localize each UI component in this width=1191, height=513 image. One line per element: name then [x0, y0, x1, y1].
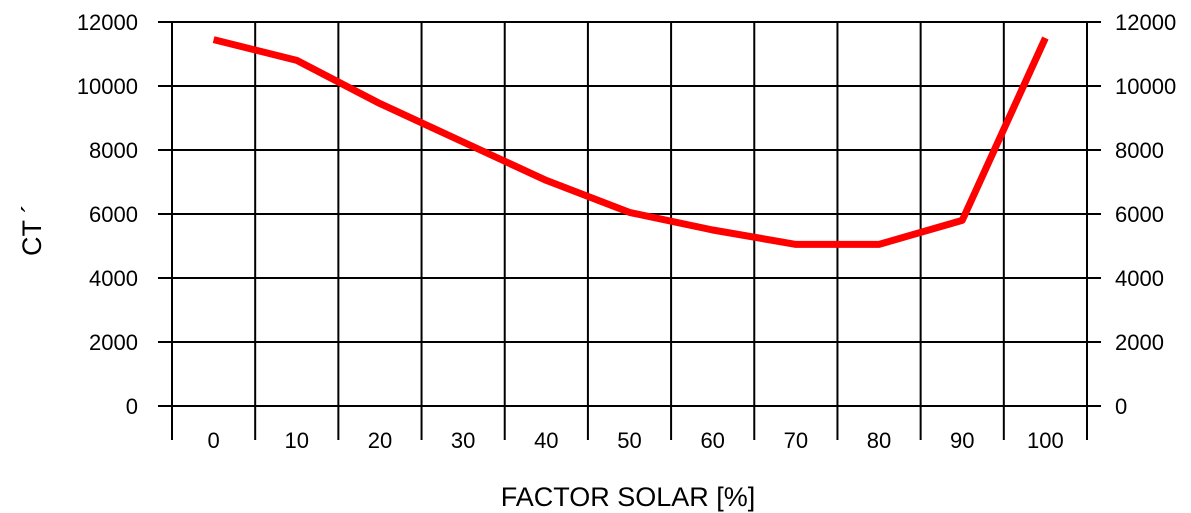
y-axis-right: 0 2000 4000 6000 8000 10000 12000 [1115, 10, 1176, 419]
x-tick-label: 10 [285, 428, 309, 453]
y-tick-label-left: 4000 [89, 266, 138, 291]
y-tick-label-left: 12000 [77, 10, 138, 35]
y-tick-label-right: 2000 [1115, 330, 1164, 355]
y-tick-label-right: 4000 [1115, 266, 1164, 291]
x-tick-label: 90 [950, 428, 974, 453]
grid [158, 21, 1101, 440]
x-tick-label: 30 [451, 428, 475, 453]
y-tick-label-left: 2000 [89, 330, 138, 355]
x-tick-label: 40 [534, 428, 558, 453]
y-tick-label-right: 10000 [1115, 74, 1176, 99]
y-axis-label: CT ´ [17, 204, 47, 256]
x-axis: 0 10 20 30 40 50 60 70 80 90 100 [207, 428, 1063, 453]
y-tick-label-right: 8000 [1115, 138, 1164, 163]
y-tick-label-left: 10000 [77, 74, 138, 99]
x-tick-label: 60 [700, 428, 724, 453]
x-tick-label: 0 [207, 428, 219, 453]
y-tick-label-left: 6000 [89, 202, 138, 227]
x-tick-label: 70 [784, 428, 808, 453]
x-tick-label: 20 [368, 428, 392, 453]
x-axis-label: FACTOR SOLAR [%] [501, 482, 756, 512]
y-axis-left: 0 2000 4000 6000 8000 10000 12000 [77, 10, 138, 419]
y-tick-label-left: 8000 [89, 138, 138, 163]
series-line [212, 36, 1049, 248]
x-tick-label: 100 [1027, 428, 1064, 453]
y-tick-label-right: 6000 [1115, 202, 1164, 227]
y-tick-label-left: 0 [126, 394, 138, 419]
y-tick-label-right: 12000 [1115, 10, 1176, 35]
x-tick-label: 80 [867, 428, 891, 453]
y-tick-label-right: 0 [1115, 394, 1127, 419]
x-tick-label: 50 [617, 428, 641, 453]
